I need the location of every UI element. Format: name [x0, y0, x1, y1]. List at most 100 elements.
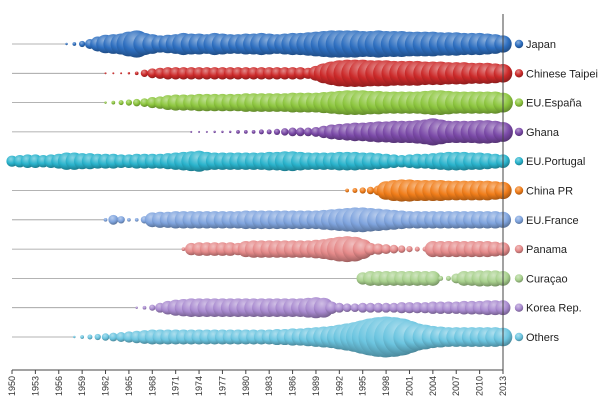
- chart-rows: [6, 30, 513, 358]
- bubble-eu-france-1966: [134, 217, 139, 222]
- bubble-ghana-1985: [281, 128, 289, 136]
- bubble-ghana-1979: [236, 130, 240, 134]
- x-axis-ticks: 1950 1953 1956 1959 1962 1965 1968 1971 1974 1977…: [7, 370, 508, 396]
- legend-label-korea-rep: Korea Rep.: [526, 303, 582, 315]
- legend-item-eu-portugal: EU.Portugal: [514, 156, 585, 168]
- legend-marker-others: [514, 332, 524, 342]
- bubble-others-1964: [116, 332, 127, 342]
- series-row-ghana: [12, 118, 513, 146]
- series-row-eu-france: [12, 207, 512, 233]
- bubble-ghana-1973: [190, 130, 193, 133]
- bubble-korea-rep-1995: [357, 302, 368, 313]
- series-row-japan: [12, 30, 512, 58]
- x-tick-label-1986: 1986: [288, 376, 298, 396]
- bubble-ghana-1982: [258, 129, 264, 135]
- legend-label-chinese-taipei: Chinese Taipei: [526, 68, 598, 80]
- bubble-panama-2000: [397, 245, 406, 253]
- x-tick-label-1950: 1950: [7, 376, 17, 396]
- legend-marker-chinese-taipei: [514, 69, 524, 78]
- bubble-chinese-taipei-1987: [294, 67, 307, 80]
- bubble-japan-1957: [65, 42, 68, 46]
- bubble-korea-rep-2000: [396, 302, 408, 314]
- legend-item-china-pr: China PR: [514, 186, 573, 198]
- bubble-eu-espana-1965: [125, 99, 133, 106]
- legend-marker-korea-rep: [514, 303, 524, 312]
- legend-item-korea-rep: Korea Rep.: [514, 303, 582, 315]
- series-row-curacao: [12, 270, 511, 287]
- bubble-korea-rep-1994: [350, 303, 360, 313]
- x-tick-label-1971: 1971: [171, 376, 181, 396]
- bubble-china-pr-1995: [359, 187, 366, 194]
- bubble-eu-espana-1967: [140, 98, 149, 107]
- bubble-ghana-1983: [266, 129, 272, 135]
- x-tick-label-1962: 1962: [101, 376, 111, 396]
- legend-marker-panama: [514, 244, 524, 254]
- bubble-ghana-1981: [251, 130, 256, 134]
- legend-label-curacao: Curaçao: [526, 273, 568, 285]
- legend-marker-curacao: [514, 274, 524, 283]
- legend-marker-china-pr: [514, 186, 524, 195]
- legend-label-china-pr: China PR: [526, 186, 573, 198]
- bubble-korea-rep-1991: [325, 301, 338, 314]
- legend-label-eu-espana: EU.España: [526, 98, 583, 110]
- x-tick-label-1956: 1956: [54, 376, 64, 396]
- bubble-eu-espana-1962: [104, 101, 107, 104]
- bubble-eu-espana-1964: [118, 100, 124, 106]
- series-row-others: [12, 316, 513, 358]
- bubble-chinese-taipei-1965: [127, 72, 131, 75]
- bubble-eu-espana-1963: [111, 100, 116, 105]
- bubble-curacao-2004: [425, 270, 441, 286]
- bubble-japan-1959: [79, 40, 86, 48]
- bubble-korea-rep-2002: [411, 302, 423, 314]
- bubble-ghana-1984: [273, 128, 281, 135]
- x-tick-label-1974: 1974: [194, 376, 204, 396]
- legend-marker-eu-france: [514, 215, 524, 224]
- bubble-eu-france-1962: [103, 217, 108, 222]
- bubble-ghana-1987: [296, 127, 305, 137]
- bubble-korea-rep-1998: [381, 302, 392, 313]
- x-tick-label-1953: 1953: [30, 376, 40, 396]
- x-tick-label-1983: 1983: [264, 376, 274, 396]
- bubble-eu-france-1964: [117, 216, 125, 224]
- series-row-korea-rep: [12, 297, 511, 319]
- bubble-eu-france-1963: [108, 214, 119, 225]
- bubble-chinese-taipei-1962: [104, 72, 107, 75]
- bubble-chinese-taipei-1968: [147, 68, 158, 79]
- legend-item-ghana: Ghana: [514, 127, 560, 139]
- legend-label-eu-france: EU.France: [526, 215, 579, 227]
- series-row-panama: [12, 236, 510, 263]
- x-tick-label-1980: 1980: [241, 376, 251, 396]
- x-tick-label-2007: 2007: [451, 376, 461, 396]
- bubble-panama-1996: [364, 242, 377, 256]
- x-tick-label-1977: 1977: [217, 376, 227, 396]
- legend-marker-eu-portugal: [514, 157, 524, 166]
- bubble-korea-rep-1993: [342, 303, 352, 313]
- legend-item-eu-espana: EU.España: [514, 98, 583, 110]
- series-row-chinese-taipei: [12, 59, 513, 87]
- x-tick-label-1968: 1968: [147, 376, 157, 396]
- bubble-china-pr-1996: [366, 186, 375, 195]
- bubble-others-1960: [87, 334, 93, 340]
- legend-marker-japan: [514, 39, 524, 49]
- bubble-ghana-1988: [303, 127, 313, 137]
- bubble-others-1962: [101, 333, 110, 341]
- bubble-panama-2002: [414, 246, 420, 252]
- legend-item-eu-france: EU.France: [514, 215, 579, 227]
- bubble-curacao-2006: [445, 275, 451, 281]
- legend-item-japan: Japan: [514, 39, 556, 51]
- bubble-ghana-1978: [228, 130, 232, 134]
- bubble-korea-rep-1996: [365, 302, 376, 313]
- x-tick-label-1959: 1959: [77, 376, 87, 396]
- bubble-panama-2001: [406, 246, 413, 253]
- x-tick-label-2013: 2013: [498, 376, 508, 396]
- bubble-panama-1999: [389, 244, 399, 254]
- x-tick-label-2004: 2004: [428, 376, 438, 396]
- legend: Japan Chinese Taipei EU.España Ghana EU.Port…: [514, 39, 598, 344]
- x-tick-label-1992: 1992: [334, 376, 344, 396]
- bubble-ghana-1977: [221, 130, 224, 134]
- legend-label-others: Others: [526, 332, 560, 344]
- bubble-ghana-1976: [213, 130, 216, 134]
- bubble-korea-rep-2001: [403, 302, 416, 314]
- series-row-eu-portugal: [6, 150, 510, 172]
